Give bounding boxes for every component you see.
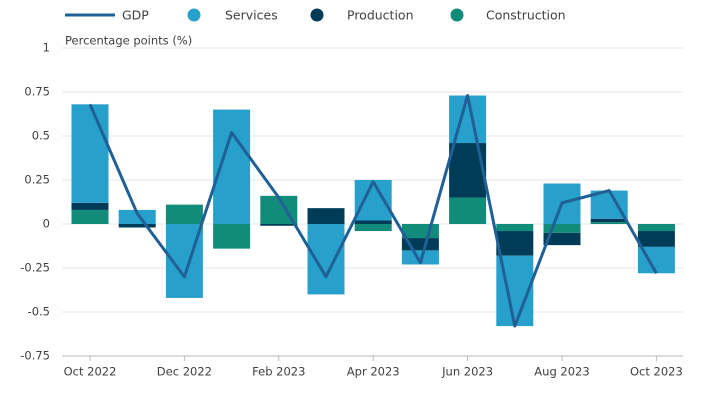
- y-tick-label: 0: [43, 217, 50, 231]
- bar-segment: [543, 232, 581, 246]
- x-tick-label: Aug 2023: [534, 365, 589, 379]
- legend: GDP Services Production Construction: [65, 8, 566, 23]
- bar-segment: [118, 209, 156, 224]
- x-tick-label: Oct 2023: [630, 365, 683, 379]
- x-tick-label: Feb 2023: [252, 365, 305, 379]
- y-tick-label: 0.75: [24, 85, 50, 99]
- y-axis-label: Percentage points (%): [65, 34, 192, 48]
- y-tick-label: 0.25: [24, 173, 50, 187]
- y-tick-label: -0.25: [20, 261, 50, 275]
- bar-segment: [590, 222, 628, 224]
- bar-segment: [354, 180, 392, 221]
- bar-segment: [213, 109, 251, 224]
- legend-marker: [450, 8, 464, 22]
- bar-segment: [449, 143, 487, 198]
- bar-segment: [637, 224, 675, 232]
- legend-marker: [187, 8, 201, 22]
- y-tick-label: 1: [43, 41, 50, 55]
- legend-label: Construction: [486, 8, 566, 23]
- bar-segment: [543, 224, 581, 233]
- x-tick-label: Apr 2023: [347, 365, 400, 379]
- x-tick-label: Dec 2022: [157, 365, 212, 379]
- y-tick-label: 0.5: [32, 129, 50, 143]
- gdp-line: [88, 94, 658, 328]
- bar-segment: [213, 224, 251, 249]
- bar-segment: [590, 218, 628, 223]
- legend-label: Production: [347, 8, 414, 23]
- bar-segment: [637, 231, 675, 247]
- bar-segment: [496, 224, 534, 232]
- bar-segment: [71, 104, 109, 203]
- x-tick-label: Jun 2023: [441, 365, 493, 379]
- y-tick-label: -0.75: [20, 349, 50, 363]
- bar-segment: [307, 208, 345, 224]
- bar-segment: [354, 220, 392, 224]
- bar-segment: [71, 202, 109, 210]
- bar-segment: [260, 224, 298, 226]
- bar-segment: [165, 204, 203, 224]
- x-tick-label: Oct 2022: [64, 365, 117, 379]
- bar-segment: [71, 209, 109, 224]
- bar-segment: [118, 224, 156, 228]
- y-tick-label: -0.5: [28, 305, 50, 319]
- legend-marker: [310, 8, 324, 22]
- bar-segment: [496, 231, 534, 256]
- legend-label: GDP: [122, 8, 149, 23]
- bar-segment: [401, 224, 439, 239]
- bar-segment: [307, 224, 345, 295]
- bar-segment: [354, 224, 392, 232]
- bar-segment: [449, 197, 487, 224]
- legend-label: Services: [225, 8, 278, 23]
